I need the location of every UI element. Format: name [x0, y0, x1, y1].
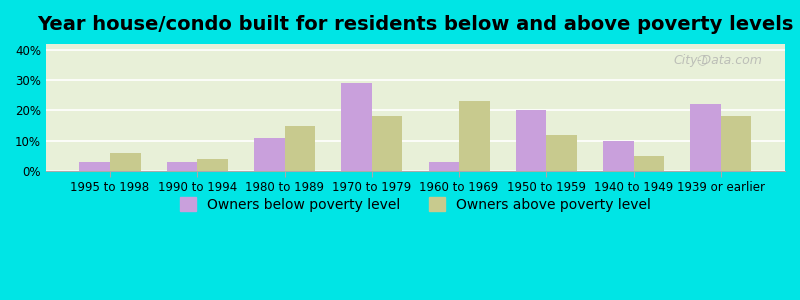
- Bar: [516, 110, 546, 171]
- Legend: Owners below poverty level, Owners above poverty level: Owners below poverty level, Owners above…: [174, 191, 657, 217]
- Bar: [546, 135, 577, 171]
- Bar: [429, 162, 459, 171]
- Bar: [690, 104, 721, 171]
- Bar: [110, 153, 141, 171]
- Bar: [79, 162, 110, 171]
- Bar: [721, 116, 751, 171]
- Bar: [285, 126, 315, 171]
- Bar: [459, 101, 490, 171]
- Bar: [342, 83, 372, 171]
- Bar: [634, 156, 664, 171]
- Bar: [372, 116, 402, 171]
- Title: Year house/condo built for residents below and above poverty levels: Year house/condo built for residents bel…: [38, 15, 794, 34]
- Bar: [166, 162, 198, 171]
- Bar: [254, 138, 285, 171]
- Bar: [198, 159, 228, 171]
- Bar: [603, 141, 634, 171]
- Text: City-Data.com: City-Data.com: [674, 54, 763, 67]
- Text: ○: ○: [697, 54, 707, 67]
